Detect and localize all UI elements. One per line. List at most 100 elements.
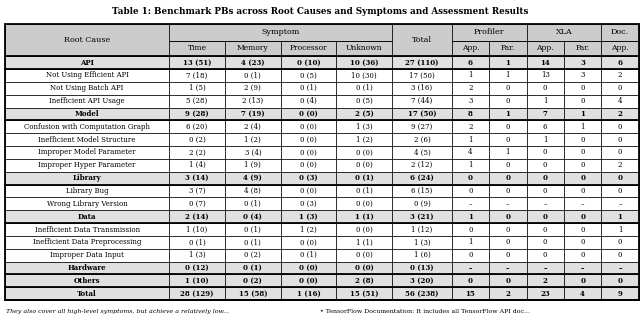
Bar [527, 133, 564, 146]
Bar [281, 236, 337, 249]
Bar [564, 262, 602, 274]
Text: 4 (5): 4 (5) [413, 149, 430, 156]
Bar [169, 172, 225, 185]
Text: 0 (0): 0 (0) [356, 226, 372, 233]
Bar [392, 262, 452, 274]
Text: 3: 3 [580, 72, 585, 79]
Text: 0: 0 [580, 251, 585, 259]
Text: Improper Model Parameter: Improper Model Parameter [38, 149, 136, 156]
Text: Library: Library [73, 174, 102, 182]
Text: 0 (0): 0 (0) [300, 239, 317, 246]
Bar [281, 69, 337, 82]
Bar [489, 236, 527, 249]
Text: 2 (5): 2 (5) [355, 110, 374, 118]
Text: 7: 7 [543, 110, 548, 118]
Bar [225, 210, 281, 223]
Bar [527, 95, 564, 108]
Text: 1 (12): 1 (12) [412, 226, 433, 233]
Text: 0 (1): 0 (1) [300, 84, 317, 92]
Bar [452, 197, 489, 210]
Text: 13: 13 [541, 72, 550, 79]
Text: Profiler: Profiler [474, 29, 504, 36]
Text: 1: 1 [468, 161, 473, 169]
Text: –: – [543, 200, 547, 208]
Bar [169, 41, 225, 56]
Bar [527, 210, 564, 223]
Bar [5, 185, 169, 197]
Bar [527, 262, 564, 274]
Text: 15 (58): 15 (58) [239, 290, 267, 298]
Bar [5, 133, 169, 146]
Text: 17 (50): 17 (50) [409, 72, 435, 79]
Bar [337, 223, 392, 236]
Bar [489, 56, 527, 69]
Bar [527, 159, 564, 172]
Text: 27 (110): 27 (110) [405, 59, 438, 66]
Text: 1 (3): 1 (3) [413, 239, 430, 246]
Text: 0 (1): 0 (1) [244, 200, 261, 208]
Bar [489, 133, 527, 146]
Bar [5, 262, 169, 274]
Text: Par.: Par. [575, 45, 589, 52]
Text: 0 (1): 0 (1) [244, 239, 261, 246]
Text: 1 (2): 1 (2) [300, 226, 317, 233]
Text: 0: 0 [580, 161, 585, 169]
Text: 0 (10): 0 (10) [297, 59, 321, 66]
Bar [602, 120, 639, 133]
Text: 1: 1 [580, 110, 585, 118]
Bar [527, 287, 564, 300]
Bar [5, 249, 169, 262]
Bar [564, 274, 602, 287]
Bar [602, 223, 639, 236]
Text: 6 (20): 6 (20) [186, 123, 208, 131]
Text: 0 (9): 0 (9) [413, 200, 430, 208]
Bar [225, 69, 281, 82]
Text: 2 (9): 2 (9) [244, 84, 261, 92]
Text: 28 (129): 28 (129) [180, 290, 214, 298]
Text: 0 (5): 0 (5) [356, 97, 372, 105]
Text: Memory: Memory [237, 45, 269, 52]
Bar [5, 223, 169, 236]
Bar [281, 41, 337, 56]
Text: 3 (14): 3 (14) [186, 174, 209, 182]
Text: Symptom: Symptom [262, 29, 300, 36]
Bar [392, 274, 452, 287]
Bar [489, 223, 527, 236]
Text: 0: 0 [468, 277, 473, 285]
Bar [392, 82, 452, 95]
Bar [225, 41, 281, 56]
Text: 0 (13): 0 (13) [410, 264, 434, 272]
Text: 0: 0 [543, 149, 547, 156]
Text: 23: 23 [540, 290, 550, 298]
Text: 0: 0 [618, 136, 622, 143]
Text: 0: 0 [618, 149, 622, 156]
Text: 0: 0 [580, 226, 585, 233]
Bar [527, 223, 564, 236]
Bar [489, 274, 527, 287]
Text: –: – [618, 264, 622, 272]
Bar [337, 82, 392, 95]
Text: 0: 0 [580, 149, 585, 156]
Bar [225, 120, 281, 133]
Bar [564, 159, 602, 172]
Text: 2 (14): 2 (14) [186, 213, 209, 221]
Text: 7 (44): 7 (44) [412, 97, 433, 105]
Text: 17 (50): 17 (50) [408, 110, 436, 118]
Text: 6 (15): 6 (15) [412, 187, 433, 195]
Bar [337, 197, 392, 210]
Bar [527, 120, 564, 133]
Text: 0 (0): 0 (0) [300, 161, 317, 169]
Text: 0: 0 [618, 123, 622, 131]
Text: 1 (3): 1 (3) [356, 123, 372, 131]
Bar [281, 185, 337, 197]
Text: 0: 0 [580, 84, 585, 92]
Text: 1: 1 [468, 136, 473, 143]
Text: 10 (30): 10 (30) [351, 72, 377, 79]
Bar [225, 223, 281, 236]
Bar [527, 41, 564, 56]
Text: App.: App. [461, 45, 479, 52]
Text: 0 (1): 0 (1) [355, 174, 374, 182]
Bar [169, 82, 225, 95]
Bar [489, 185, 527, 197]
Text: 3 (20): 3 (20) [410, 277, 434, 285]
